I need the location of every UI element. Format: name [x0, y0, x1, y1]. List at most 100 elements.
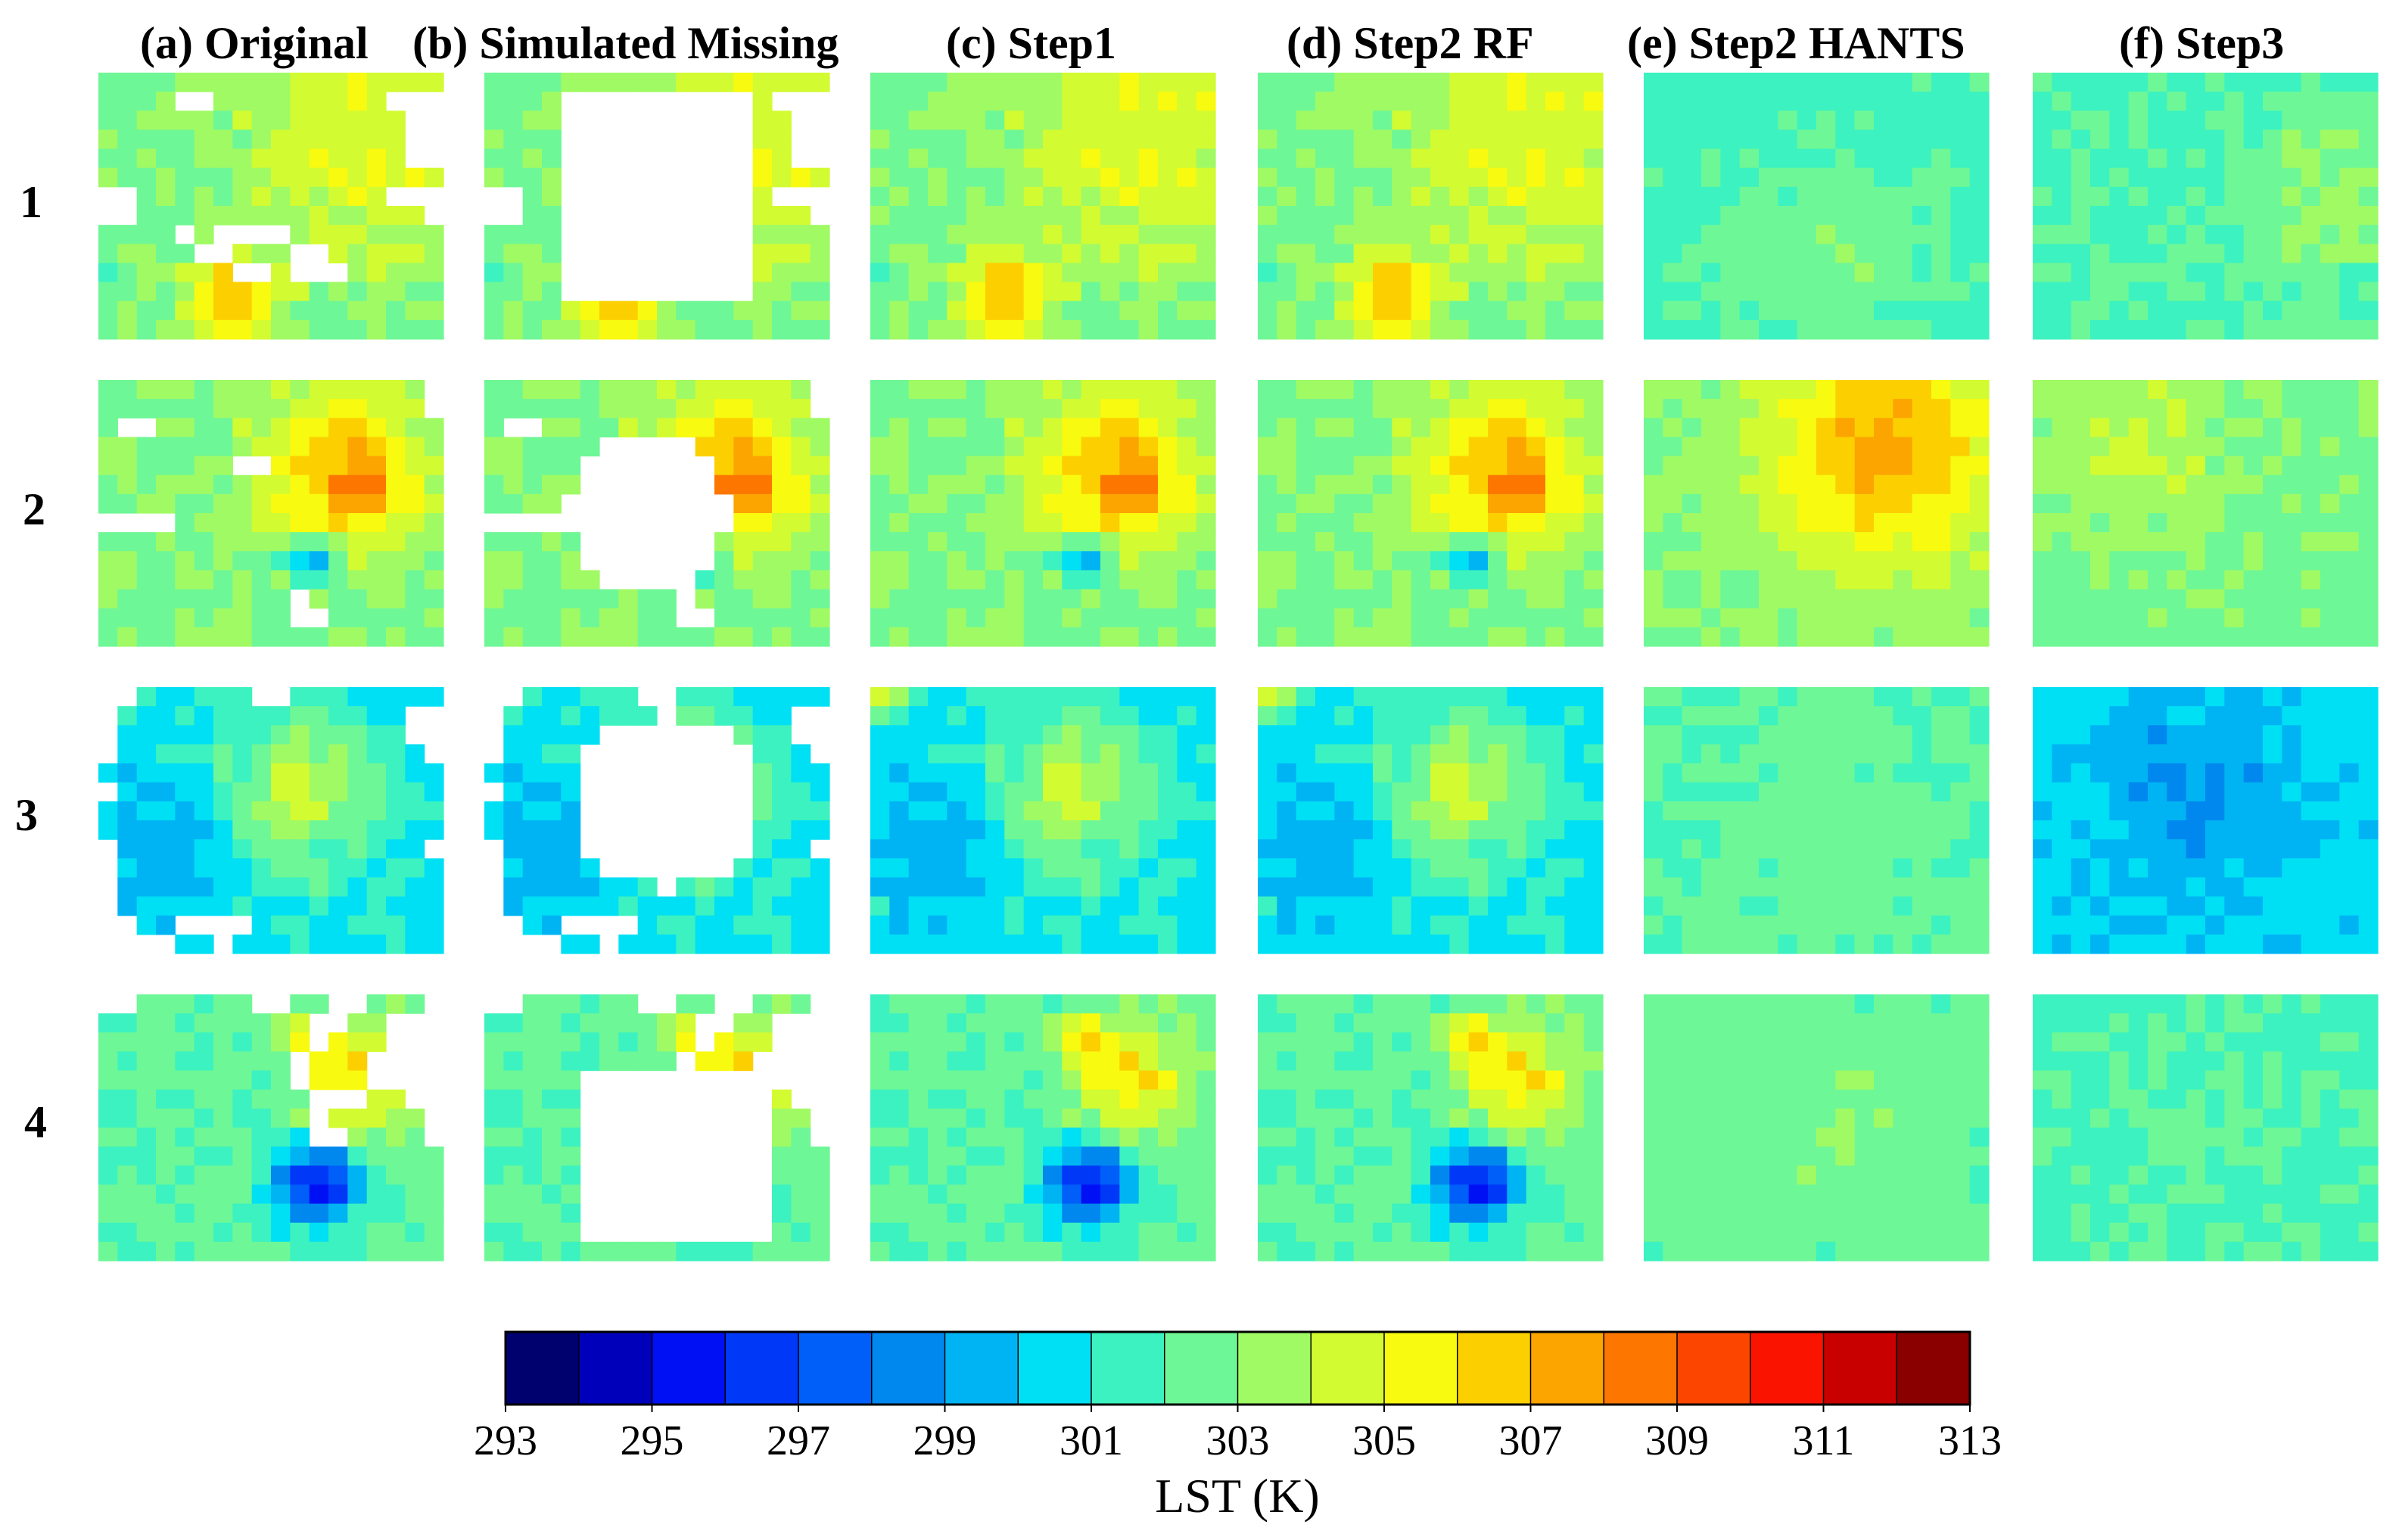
heatmap-cell: [1739, 474, 1760, 495]
heatmap-cell: [1854, 858, 1875, 879]
heatmap-cell: [1023, 493, 1044, 514]
heatmap-cell: [251, 513, 272, 533]
heatmap-cell: [2263, 263, 2282, 283]
heatmap-cell: [2320, 206, 2340, 226]
heatmap-cell: [175, 282, 195, 302]
heatmap-cell: [695, 934, 715, 954]
heatmap-cell: [810, 801, 830, 821]
heatmap-cell: [1583, 570, 1604, 590]
heatmap-cell: [1138, 1146, 1159, 1166]
heatmap-cell: [1739, 92, 1760, 111]
heatmap-cell: [1835, 92, 1856, 111]
heatmap-cell: [1392, 1184, 1412, 1205]
heatmap-cell: [1912, 92, 1932, 111]
heatmap-cell: [1158, 244, 1178, 264]
heatmap-cell: [156, 493, 176, 514]
heatmap-cell: [1277, 1184, 1297, 1205]
heatmap-cell: [947, 763, 967, 783]
heatmap-cell: [98, 73, 118, 92]
heatmap-cell: [1100, 1013, 1120, 1033]
heatmap-cell: [1258, 282, 1277, 302]
heatmap-cell: [1119, 782, 1140, 802]
heatmap-cell: [1488, 1184, 1508, 1205]
heatmap-cell: [366, 263, 387, 283]
heatmap-cell: [2071, 627, 2091, 647]
heatmap-cell: [1392, 1070, 1412, 1090]
heatmap-cell: [752, 1241, 773, 1262]
heatmap-cell: [772, 513, 792, 533]
heatmap-cell: [2320, 186, 2340, 207]
heatmap-cell: [271, 1032, 291, 1053]
heatmap-cell: [542, 570, 562, 590]
heatmap-cell: [522, 1146, 543, 1166]
heatmap-cell: [1874, 474, 1893, 495]
heatmap-cell: [386, 73, 406, 92]
heatmap-cell: [1854, 934, 1875, 954]
heatmap-cell: [290, 1013, 310, 1033]
heatmap-cell: [2128, 110, 2149, 131]
heatmap-cell: [1682, 148, 1702, 169]
heatmap-cell: [928, 994, 947, 1014]
heatmap-cell: [2263, 186, 2282, 207]
heatmap-cell: [1682, 627, 1702, 647]
heatmap-cell: [328, 1222, 348, 1243]
heatmap-cell: [1816, 934, 1836, 954]
heatmap-cell: [772, 1241, 792, 1262]
heatmap-cell: [175, 725, 195, 745]
heatmap-cell: [1507, 725, 1527, 745]
heatmap-cell: [2339, 915, 2360, 935]
heatmap-cell: [156, 282, 176, 302]
heatmap-cell: [1816, 687, 1836, 707]
heatmap-cell: [424, 73, 444, 92]
heatmap-cell: [772, 319, 792, 340]
heatmap-cell: [503, 1146, 524, 1166]
heatmap-cell: [752, 994, 773, 1014]
heatmap-cell: [484, 1203, 504, 1224]
heatmap-cell: [1663, 186, 1683, 207]
heatmap-cell: [1507, 456, 1527, 476]
heatmap-cell: [752, 763, 773, 783]
heatmap-cell: [136, 110, 157, 131]
heatmap-cell: [1468, 839, 1489, 859]
heatmap-cell: [1258, 92, 1277, 111]
heatmap-cell: [1023, 1184, 1044, 1205]
heatmap-cell: [1545, 167, 1565, 188]
heatmap-cell: [213, 725, 233, 745]
heatmap-cell: [1081, 1165, 1101, 1186]
heatmap-cell: [1874, 437, 1893, 457]
heatmap-cell: [928, 570, 947, 590]
heatmap-cell: [1797, 493, 1817, 514]
heatmap-cell: [1392, 206, 1412, 226]
heatmap-cell: [928, 858, 947, 879]
heatmap-cell: [928, 687, 947, 707]
heatmap-cell: [2301, 300, 2321, 321]
heatmap-cell: [484, 1241, 504, 1262]
heatmap-cell: [1583, 551, 1604, 571]
heatmap-cell: [2167, 589, 2187, 609]
heatmap-cell: [966, 1165, 986, 1186]
heatmap-panels: [98, 73, 2379, 1262]
heatmap-cell: [1950, 73, 1971, 92]
heatmap-cell: [328, 1051, 348, 1072]
heatmap-cell: [1835, 858, 1856, 879]
heatmap-cell: [1507, 300, 1527, 321]
heatmap-cell: [1893, 858, 1913, 879]
heatmap-cell: [1119, 589, 1140, 609]
heatmap-cell: [2090, 437, 2110, 457]
heatmap-cell: [1759, 801, 1778, 821]
heatmap-cell: [928, 725, 947, 745]
heatmap-cell: [1449, 551, 1470, 571]
heatmap-cell: [1835, 110, 1856, 131]
heatmap-cell: [2320, 763, 2340, 783]
heatmap-cell: [1023, 1108, 1044, 1128]
heatmap-cell: [2320, 474, 2340, 495]
heatmap-cell: [1950, 206, 1971, 226]
heatmap-cell: [2205, 839, 2225, 859]
heatmap-cell: [985, 532, 1005, 552]
heatmap-cell: [772, 627, 792, 647]
heatmap-cell: [309, 877, 329, 898]
heatmap-cell: [1043, 896, 1063, 916]
heatmap-cell: [1353, 263, 1374, 283]
heatmap-cell: [1043, 532, 1063, 552]
heatmap-cell: [1526, 282, 1546, 302]
